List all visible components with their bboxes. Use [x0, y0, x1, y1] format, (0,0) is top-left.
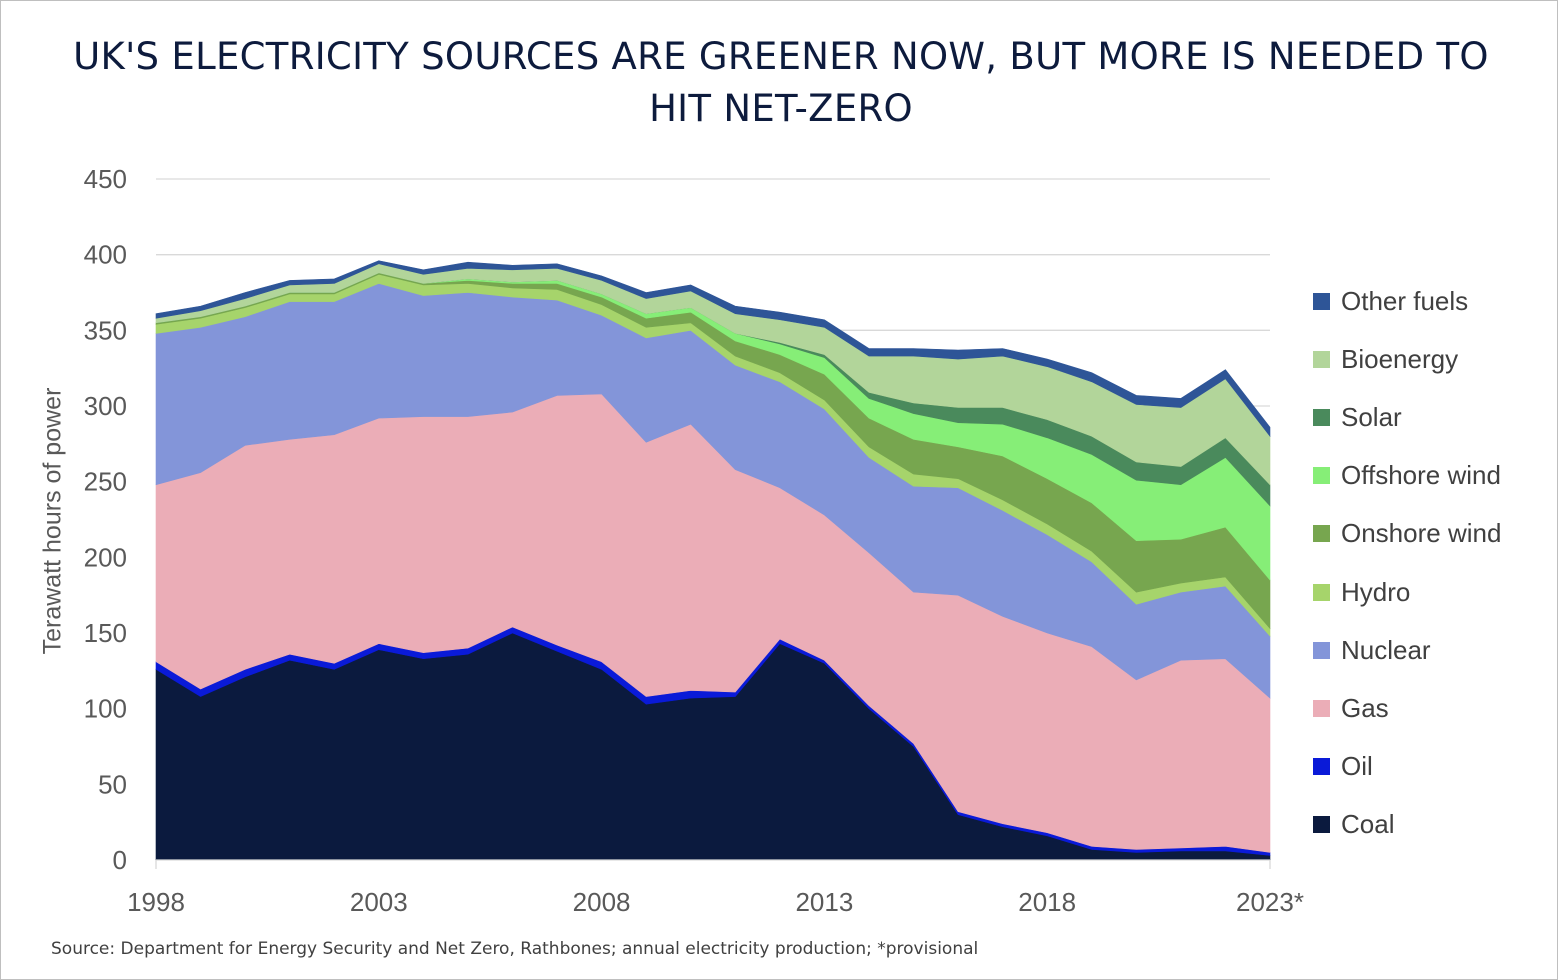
axes — [155, 859, 1271, 869]
legend-swatch — [1313, 292, 1330, 310]
y-tick-label: 450 — [84, 164, 127, 194]
y-tick-label: 150 — [84, 618, 127, 648]
x-tick-label: 2003 — [350, 887, 408, 917]
area-other-fuels — [155, 260, 1271, 438]
y-tick-label: 350 — [84, 315, 127, 345]
legend-label: Oil — [1341, 751, 1373, 782]
legend-label: Hydro — [1341, 576, 1411, 607]
legend-swatch — [1313, 408, 1330, 426]
legend-item-hydro: Hydro — [1313, 572, 1410, 612]
legend-label: Nuclear — [1341, 634, 1431, 665]
y-tick-labels: 0 50 100 150 200 250 300 350 400 450 — [84, 164, 127, 875]
x-tick-label: 1998 — [127, 887, 185, 917]
y-tick-label: 0 — [113, 845, 127, 875]
x-tick-label: 2023* — [1236, 887, 1304, 917]
y-tick-label: 200 — [84, 542, 127, 572]
legend-label: Gas — [1341, 692, 1389, 723]
legend-item-onshore-wind: Onshore wind — [1313, 514, 1501, 554]
x-tick-labels: 1998 2003 2008 2013 2018 2023* — [127, 887, 1304, 917]
source-note: Source: Department for Energy Security a… — [51, 939, 979, 959]
legend-swatch — [1313, 525, 1330, 543]
y-tick-label: 250 — [84, 467, 127, 497]
legend-label: Bioenergy — [1341, 343, 1459, 374]
y-tick-label: 400 — [84, 240, 127, 270]
y-tick-label: 300 — [84, 391, 127, 421]
legend-item-oil: Oil — [1313, 747, 1373, 787]
x-tick-label: 2013 — [795, 887, 853, 917]
area-series — [155, 260, 1271, 861]
legend-item-solar: Solar — [1313, 397, 1402, 437]
legend-item-gas: Gas — [1313, 688, 1389, 728]
legend-swatch — [1313, 350, 1330, 368]
y-tick-label: 100 — [84, 694, 127, 724]
legend-label: Coal — [1341, 809, 1395, 840]
legend-item-coal: Coal — [1313, 805, 1394, 845]
y-tick-label: 50 — [98, 769, 127, 799]
legend-item-offshore-wind: Offshore wind — [1313, 456, 1501, 496]
legend-label: Onshore wind — [1341, 518, 1502, 549]
legend-swatch — [1313, 758, 1330, 776]
legend-item-nuclear: Nuclear — [1313, 630, 1431, 670]
chart-title: UK'S ELECTRICITY SOURCES ARE GREENER NOW… — [73, 35, 1489, 130]
legend-swatch — [1313, 467, 1330, 485]
legend-swatch — [1313, 641, 1330, 659]
legend-item-bioenergy: Bioenergy — [1313, 339, 1458, 379]
legend-swatch — [1313, 699, 1330, 717]
legend-item-other-fuels: Other fuels — [1313, 281, 1468, 321]
legend-swatch — [1313, 816, 1330, 834]
x-tick-label: 2018 — [1018, 887, 1076, 917]
legend-label: Offshore wind — [1341, 460, 1501, 491]
legend-label: Solar — [1341, 401, 1402, 432]
legend-label: Other fuels — [1341, 285, 1469, 316]
x-tick-label: 2008 — [573, 887, 631, 917]
legend-swatch — [1313, 583, 1330, 601]
